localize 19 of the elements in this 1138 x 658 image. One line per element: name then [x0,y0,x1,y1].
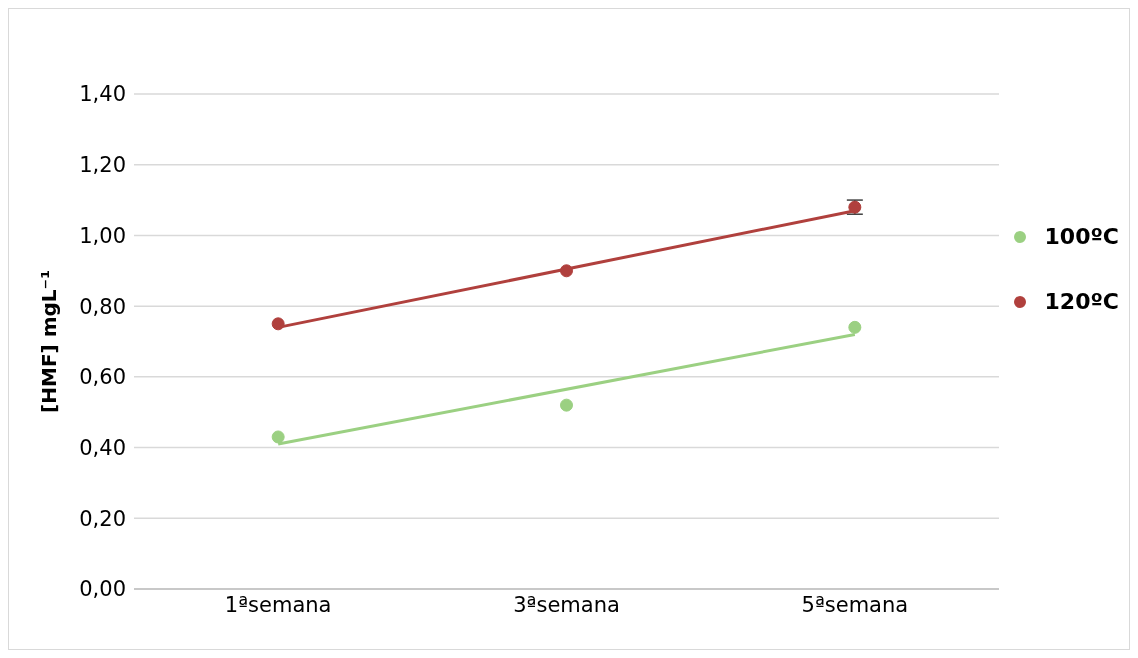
x-tick-label: 1ªsemana [224,592,332,617]
y-tick-label: 0,60 [79,365,126,390]
x-tick-label: 3ªsemana [513,592,620,617]
y-tick-label: 1,00 [79,223,126,248]
y-tick-label: 0,00 [79,577,126,602]
y-tick-label: 1,20 [79,153,126,178]
legend-label: 120ºC [1044,289,1119,314]
y-axis-title: [HMF] mgL⁻¹ [37,270,61,413]
y-tick-label: 0,20 [79,506,126,531]
point [271,317,285,331]
y-tick-label: 0,40 [79,436,126,461]
point [848,320,862,334]
legend-label: 100ºC [1044,224,1119,249]
point [560,398,573,412]
point [271,430,285,444]
x-tick-label: 5ªsemana [801,592,909,617]
y-tick-label: 0,80 [79,294,126,319]
point [560,264,573,278]
y-tick-label: 1,40 [79,82,126,107]
